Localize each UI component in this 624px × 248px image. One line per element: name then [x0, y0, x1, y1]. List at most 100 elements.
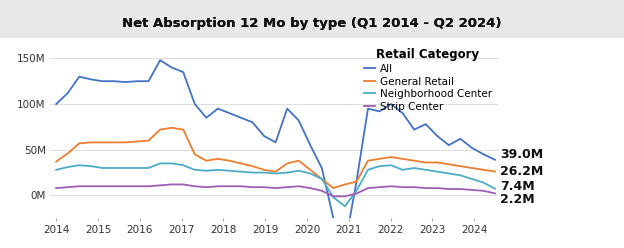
General Retail	[468, 166, 475, 169]
General Retail	[445, 163, 452, 166]
Neighborhood Center	[364, 168, 372, 171]
All	[364, 107, 372, 110]
Strip Center	[76, 185, 83, 188]
All	[341, 244, 349, 247]
All	[318, 166, 326, 169]
Strip Center	[52, 186, 60, 189]
All	[191, 102, 198, 105]
General Retail	[480, 168, 487, 171]
Strip Center	[388, 185, 395, 188]
All	[180, 71, 187, 74]
General Retail	[306, 168, 314, 171]
Neighborhood Center	[157, 162, 164, 165]
General Retail	[122, 141, 129, 144]
Strip Center	[191, 185, 198, 188]
All	[445, 144, 452, 147]
Neighborhood Center	[64, 166, 72, 169]
Neighborhood Center	[468, 178, 475, 181]
All	[76, 75, 83, 78]
Strip Center	[168, 183, 175, 186]
Strip Center	[318, 189, 326, 192]
Neighborhood Center	[411, 166, 418, 169]
Neighborhood Center	[110, 166, 118, 169]
Strip Center	[329, 195, 337, 198]
General Retail	[376, 157, 383, 160]
All	[203, 116, 210, 119]
Strip Center	[145, 185, 152, 188]
Legend: All, General Retail, Neighborhood Center, Strip Center: All, General Retail, Neighborhood Center…	[362, 46, 494, 114]
Strip Center	[122, 185, 129, 188]
Neighborhood Center	[272, 172, 280, 175]
Text: 39.0M: 39.0M	[500, 148, 543, 161]
Neighborhood Center	[422, 168, 429, 171]
Strip Center	[203, 186, 210, 189]
Strip Center	[422, 186, 429, 189]
General Retail	[64, 152, 72, 155]
Strip Center	[226, 185, 233, 188]
General Retail	[329, 186, 337, 189]
Strip Center	[399, 186, 406, 189]
All	[329, 217, 337, 220]
Strip Center	[364, 186, 372, 189]
All	[168, 66, 175, 69]
Neighborhood Center	[52, 168, 60, 171]
Strip Center	[214, 185, 222, 188]
Neighborhood Center	[214, 168, 222, 171]
Neighborhood Center	[318, 178, 326, 181]
General Retail	[491, 170, 499, 173]
Neighborhood Center	[306, 172, 314, 175]
General Retail	[203, 159, 210, 162]
General Retail	[411, 159, 418, 162]
Strip Center	[353, 192, 360, 195]
Neighborhood Center	[434, 170, 441, 173]
All	[422, 123, 429, 126]
Text: Net Absorption 12 Mo by type (Q1 2014 - Q2 2024): Net Absorption 12 Mo by type (Q1 2014 - …	[122, 17, 502, 30]
Neighborhood Center	[134, 166, 141, 169]
Neighborhood Center	[260, 171, 268, 174]
Neighborhood Center	[180, 164, 187, 167]
General Retail	[283, 162, 291, 165]
General Retail	[134, 140, 141, 143]
Text: 26.2M: 26.2M	[500, 165, 544, 178]
General Retail	[260, 168, 268, 171]
All	[353, 180, 360, 183]
Neighborhood Center	[76, 164, 83, 167]
Neighborhood Center	[457, 174, 464, 177]
Neighborhood Center	[87, 165, 95, 168]
All	[87, 78, 95, 81]
Strip Center	[376, 186, 383, 189]
General Retail	[237, 162, 245, 165]
All	[52, 102, 60, 105]
All	[157, 59, 164, 62]
Neighborhood Center	[283, 171, 291, 174]
All	[457, 137, 464, 140]
General Retail	[110, 141, 118, 144]
Neighborhood Center	[249, 171, 256, 174]
Strip Center	[341, 195, 349, 198]
Strip Center	[249, 186, 256, 189]
General Retail	[99, 141, 106, 144]
All	[399, 112, 406, 115]
All	[226, 112, 233, 115]
Line: Neighborhood Center: Neighborhood Center	[56, 163, 495, 206]
General Retail	[191, 153, 198, 156]
Neighborhood Center	[203, 169, 210, 172]
Line: All: All	[56, 60, 495, 246]
Strip Center	[237, 185, 245, 188]
Neighborhood Center	[168, 162, 175, 165]
Text: Net Absorption 12 Mo by type (Q1 2014 - Q2 2024): Net Absorption 12 Mo by type (Q1 2014 - …	[122, 17, 502, 30]
General Retail	[457, 165, 464, 168]
General Retail	[341, 183, 349, 186]
All	[110, 80, 118, 83]
General Retail	[249, 165, 256, 168]
All	[388, 102, 395, 105]
Neighborhood Center	[329, 196, 337, 199]
Strip Center	[87, 185, 95, 188]
Strip Center	[480, 189, 487, 192]
Neighborhood Center	[341, 205, 349, 208]
Neighborhood Center	[388, 164, 395, 167]
All	[272, 141, 280, 144]
All	[295, 119, 303, 122]
Strip Center	[99, 185, 106, 188]
General Retail	[157, 128, 164, 131]
